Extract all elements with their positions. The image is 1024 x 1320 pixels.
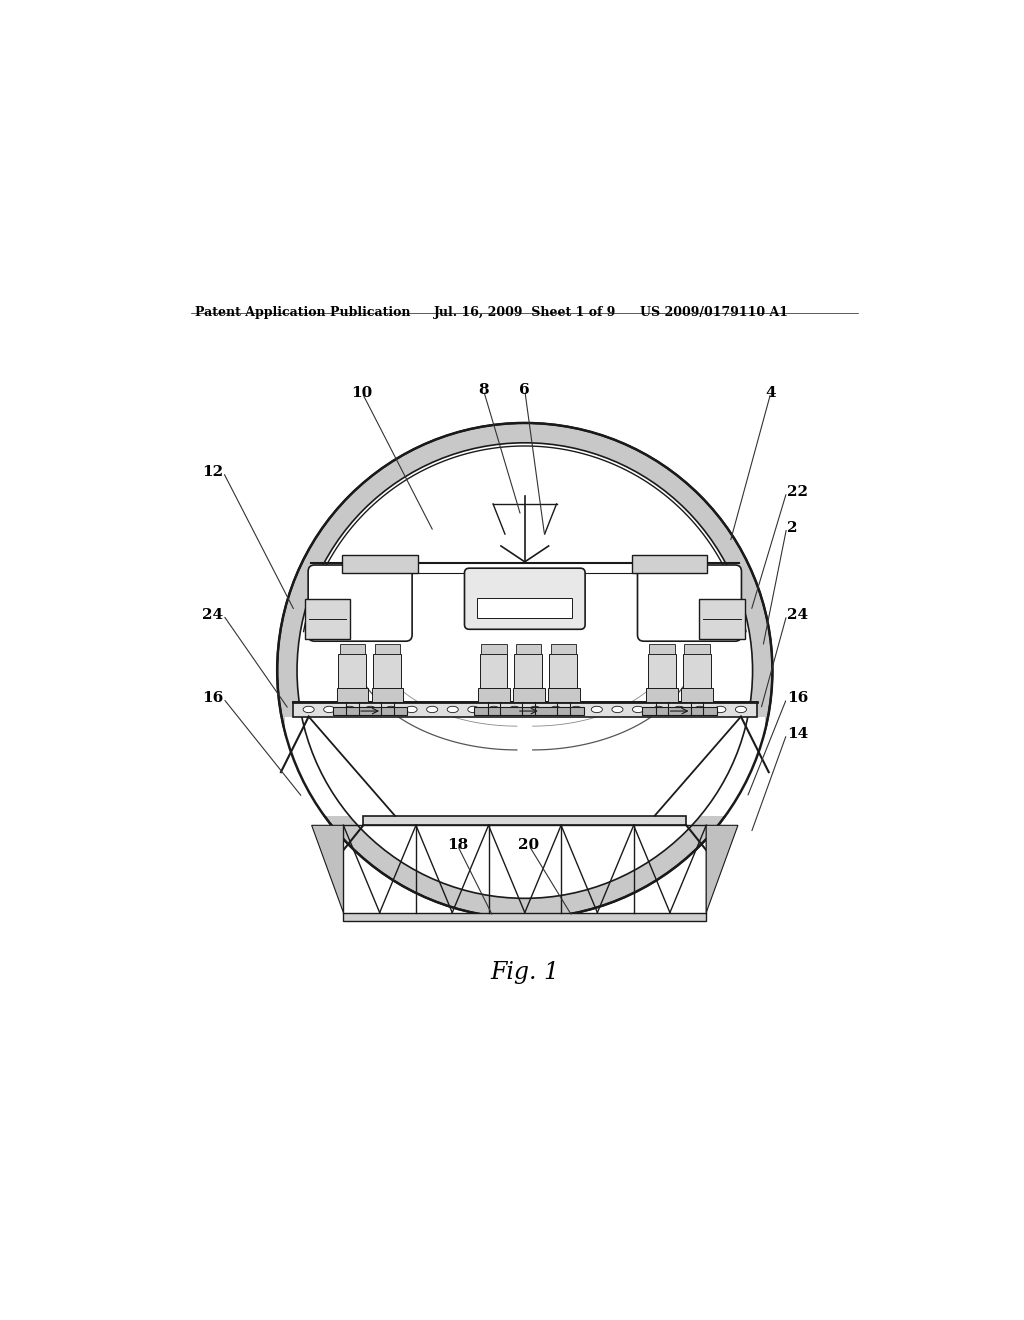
- Text: 16: 16: [202, 692, 223, 705]
- Bar: [479, 653, 508, 688]
- Ellipse shape: [715, 706, 726, 713]
- FancyBboxPatch shape: [638, 565, 741, 642]
- Bar: [632, 556, 708, 573]
- Text: 12: 12: [202, 465, 223, 479]
- Text: 2: 2: [786, 520, 798, 535]
- Bar: [550, 653, 578, 688]
- Bar: [548, 688, 580, 702]
- Ellipse shape: [303, 706, 314, 713]
- Bar: [684, 644, 710, 653]
- Bar: [364, 816, 686, 825]
- Polygon shape: [707, 825, 738, 912]
- FancyBboxPatch shape: [465, 568, 585, 630]
- Ellipse shape: [407, 706, 417, 713]
- Ellipse shape: [365, 706, 376, 713]
- Text: 24: 24: [202, 609, 223, 622]
- Bar: [642, 708, 717, 715]
- Bar: [699, 599, 744, 639]
- Ellipse shape: [612, 706, 623, 713]
- Text: 6: 6: [519, 383, 530, 397]
- Bar: [474, 708, 584, 715]
- Ellipse shape: [694, 706, 706, 713]
- Bar: [305, 599, 350, 639]
- Ellipse shape: [674, 706, 685, 713]
- Bar: [514, 653, 543, 688]
- Ellipse shape: [324, 706, 335, 713]
- Bar: [343, 912, 707, 920]
- Ellipse shape: [529, 706, 541, 713]
- Ellipse shape: [633, 706, 643, 713]
- Text: 20: 20: [518, 838, 540, 853]
- Text: 4: 4: [766, 385, 776, 400]
- Circle shape: [278, 422, 772, 919]
- Ellipse shape: [550, 706, 561, 713]
- Bar: [340, 644, 366, 653]
- Bar: [649, 644, 675, 653]
- Bar: [481, 644, 507, 653]
- Bar: [285, 717, 765, 816]
- Text: 16: 16: [786, 692, 808, 705]
- Ellipse shape: [735, 706, 746, 713]
- Polygon shape: [311, 825, 343, 912]
- Bar: [681, 688, 713, 702]
- Bar: [338, 653, 367, 688]
- Ellipse shape: [488, 706, 500, 713]
- Bar: [551, 644, 577, 653]
- Bar: [516, 644, 542, 653]
- Bar: [646, 688, 678, 702]
- Bar: [375, 644, 400, 653]
- Ellipse shape: [427, 706, 437, 713]
- Text: Fig. 1: Fig. 1: [490, 961, 559, 983]
- Bar: [648, 653, 676, 688]
- Text: 14: 14: [786, 727, 808, 741]
- Text: US 2009/0179110 A1: US 2009/0179110 A1: [640, 305, 787, 318]
- Bar: [342, 556, 418, 573]
- Circle shape: [297, 442, 753, 899]
- Bar: [293, 702, 757, 717]
- Text: 22: 22: [786, 484, 808, 499]
- Ellipse shape: [447, 706, 459, 713]
- FancyBboxPatch shape: [308, 565, 412, 642]
- Bar: [337, 688, 369, 702]
- Bar: [478, 688, 510, 702]
- Text: 18: 18: [446, 838, 468, 853]
- Text: 24: 24: [786, 609, 808, 622]
- Bar: [513, 688, 545, 702]
- Bar: [477, 598, 572, 618]
- Ellipse shape: [385, 706, 396, 713]
- Bar: [372, 688, 403, 702]
- Text: Patent Application Publication: Patent Application Publication: [196, 305, 411, 318]
- Ellipse shape: [653, 706, 665, 713]
- Ellipse shape: [344, 706, 355, 713]
- Bar: [373, 653, 401, 688]
- Ellipse shape: [570, 706, 582, 713]
- Bar: [683, 653, 711, 688]
- Text: 8: 8: [478, 383, 488, 397]
- Ellipse shape: [468, 706, 479, 713]
- Text: 10: 10: [351, 385, 373, 400]
- Text: Jul. 16, 2009  Sheet 1 of 9: Jul. 16, 2009 Sheet 1 of 9: [433, 305, 615, 318]
- Bar: [333, 708, 408, 715]
- Ellipse shape: [509, 706, 520, 713]
- Ellipse shape: [591, 706, 602, 713]
